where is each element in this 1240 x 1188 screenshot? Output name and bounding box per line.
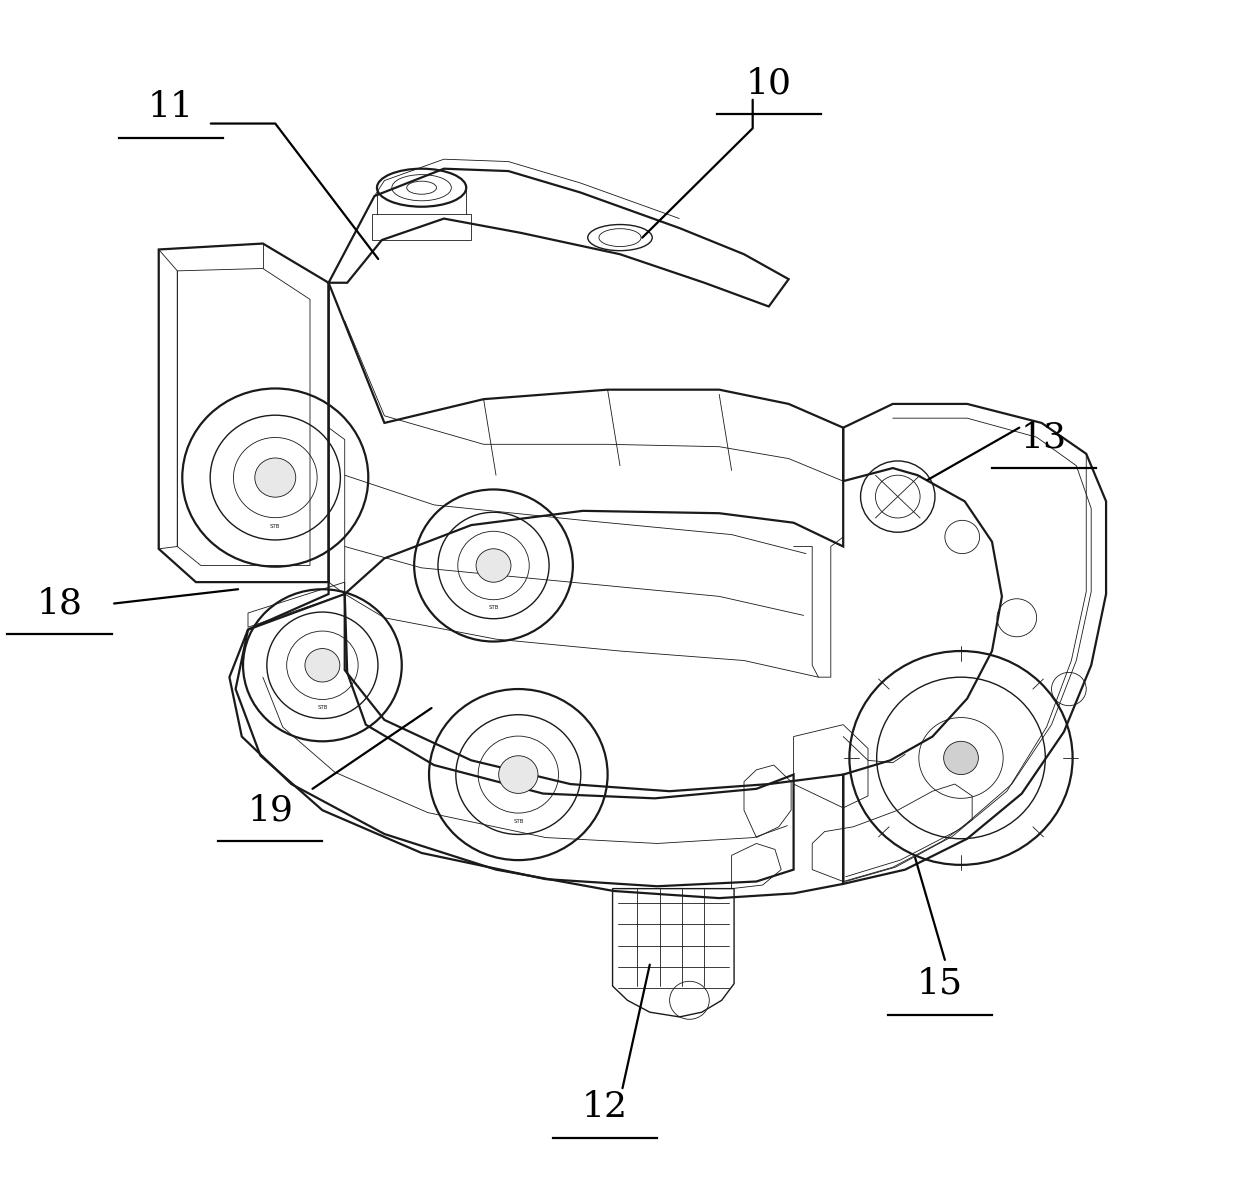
Text: 18: 18 — [36, 587, 83, 620]
Text: 11: 11 — [148, 90, 195, 124]
Circle shape — [476, 549, 511, 582]
Text: 19: 19 — [248, 794, 293, 827]
Text: 12: 12 — [582, 1091, 629, 1124]
Text: STB: STB — [513, 819, 523, 824]
Circle shape — [305, 649, 340, 682]
Circle shape — [498, 756, 538, 794]
Text: STB: STB — [317, 704, 327, 709]
Text: 10: 10 — [745, 67, 792, 100]
Circle shape — [255, 459, 296, 497]
Text: 15: 15 — [916, 967, 963, 1000]
Text: STB: STB — [270, 524, 280, 529]
Circle shape — [944, 741, 978, 775]
Text: STB: STB — [489, 605, 498, 609]
Text: 13: 13 — [1021, 421, 1068, 454]
